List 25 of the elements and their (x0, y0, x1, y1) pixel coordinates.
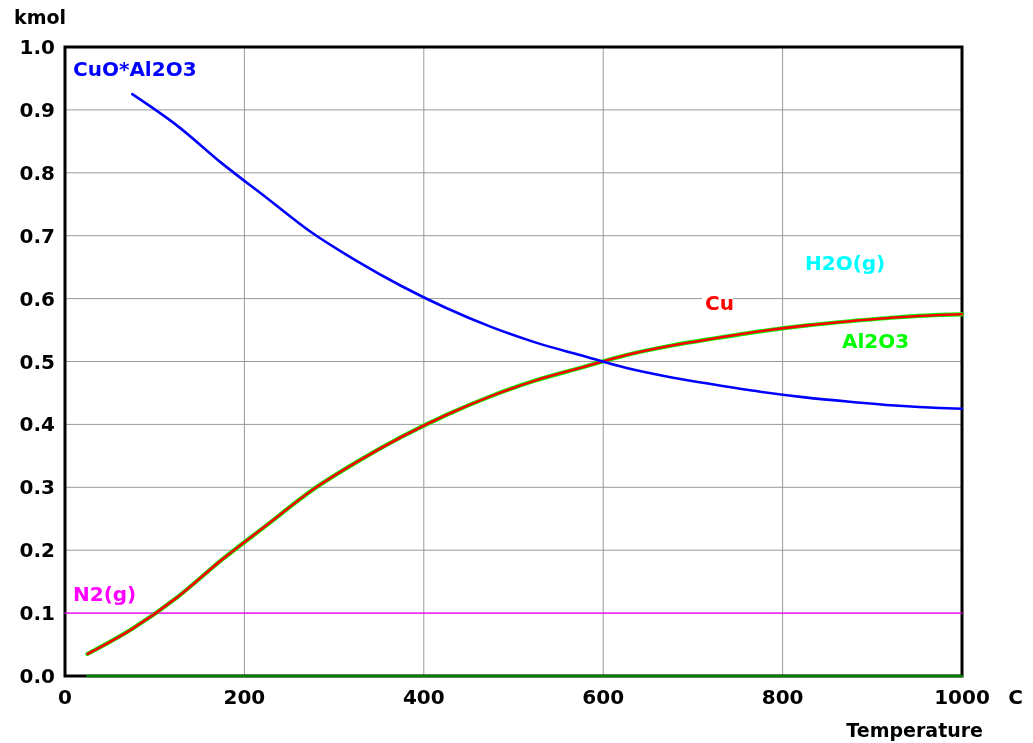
series-label: Cu (705, 291, 734, 315)
y-tick-label: 0.3 (19, 475, 55, 500)
y-tick-label: 0.1 (19, 601, 55, 626)
y-tick-label: 0.8 (19, 160, 55, 185)
y-tick-label: 0.5 (19, 349, 55, 374)
y-tick-label: 0.4 (19, 412, 55, 437)
legend-label: H2O(g) (805, 251, 886, 275)
series-label: N2(g) (73, 582, 137, 607)
y-tick-label: 0.7 (19, 223, 55, 248)
text: C (1008, 685, 1023, 709)
x-tick-label: 600 (582, 685, 625, 709)
x-tick-label: 1000 (934, 685, 990, 709)
series-label: Al2O3 (842, 329, 910, 353)
y-axis-title: kmol (14, 6, 66, 28)
y-tick-label: 1.0 (19, 35, 55, 59)
x-tick-label: 0 (58, 685, 72, 709)
series-label: CuO*Al2O3 (73, 57, 197, 81)
y-tick-label: 0.9 (19, 97, 55, 122)
y-tick-label: 0.6 (19, 286, 55, 311)
y-tick-label: 0.0 (19, 664, 55, 688)
x-tick-label: 400 (402, 685, 445, 709)
x-tick-label: 200 (223, 685, 266, 709)
x-tick-label: 800 (761, 685, 804, 709)
y-tick-label: 0.2 (19, 538, 55, 563)
x-axis-title: Temperature (846, 719, 983, 741)
